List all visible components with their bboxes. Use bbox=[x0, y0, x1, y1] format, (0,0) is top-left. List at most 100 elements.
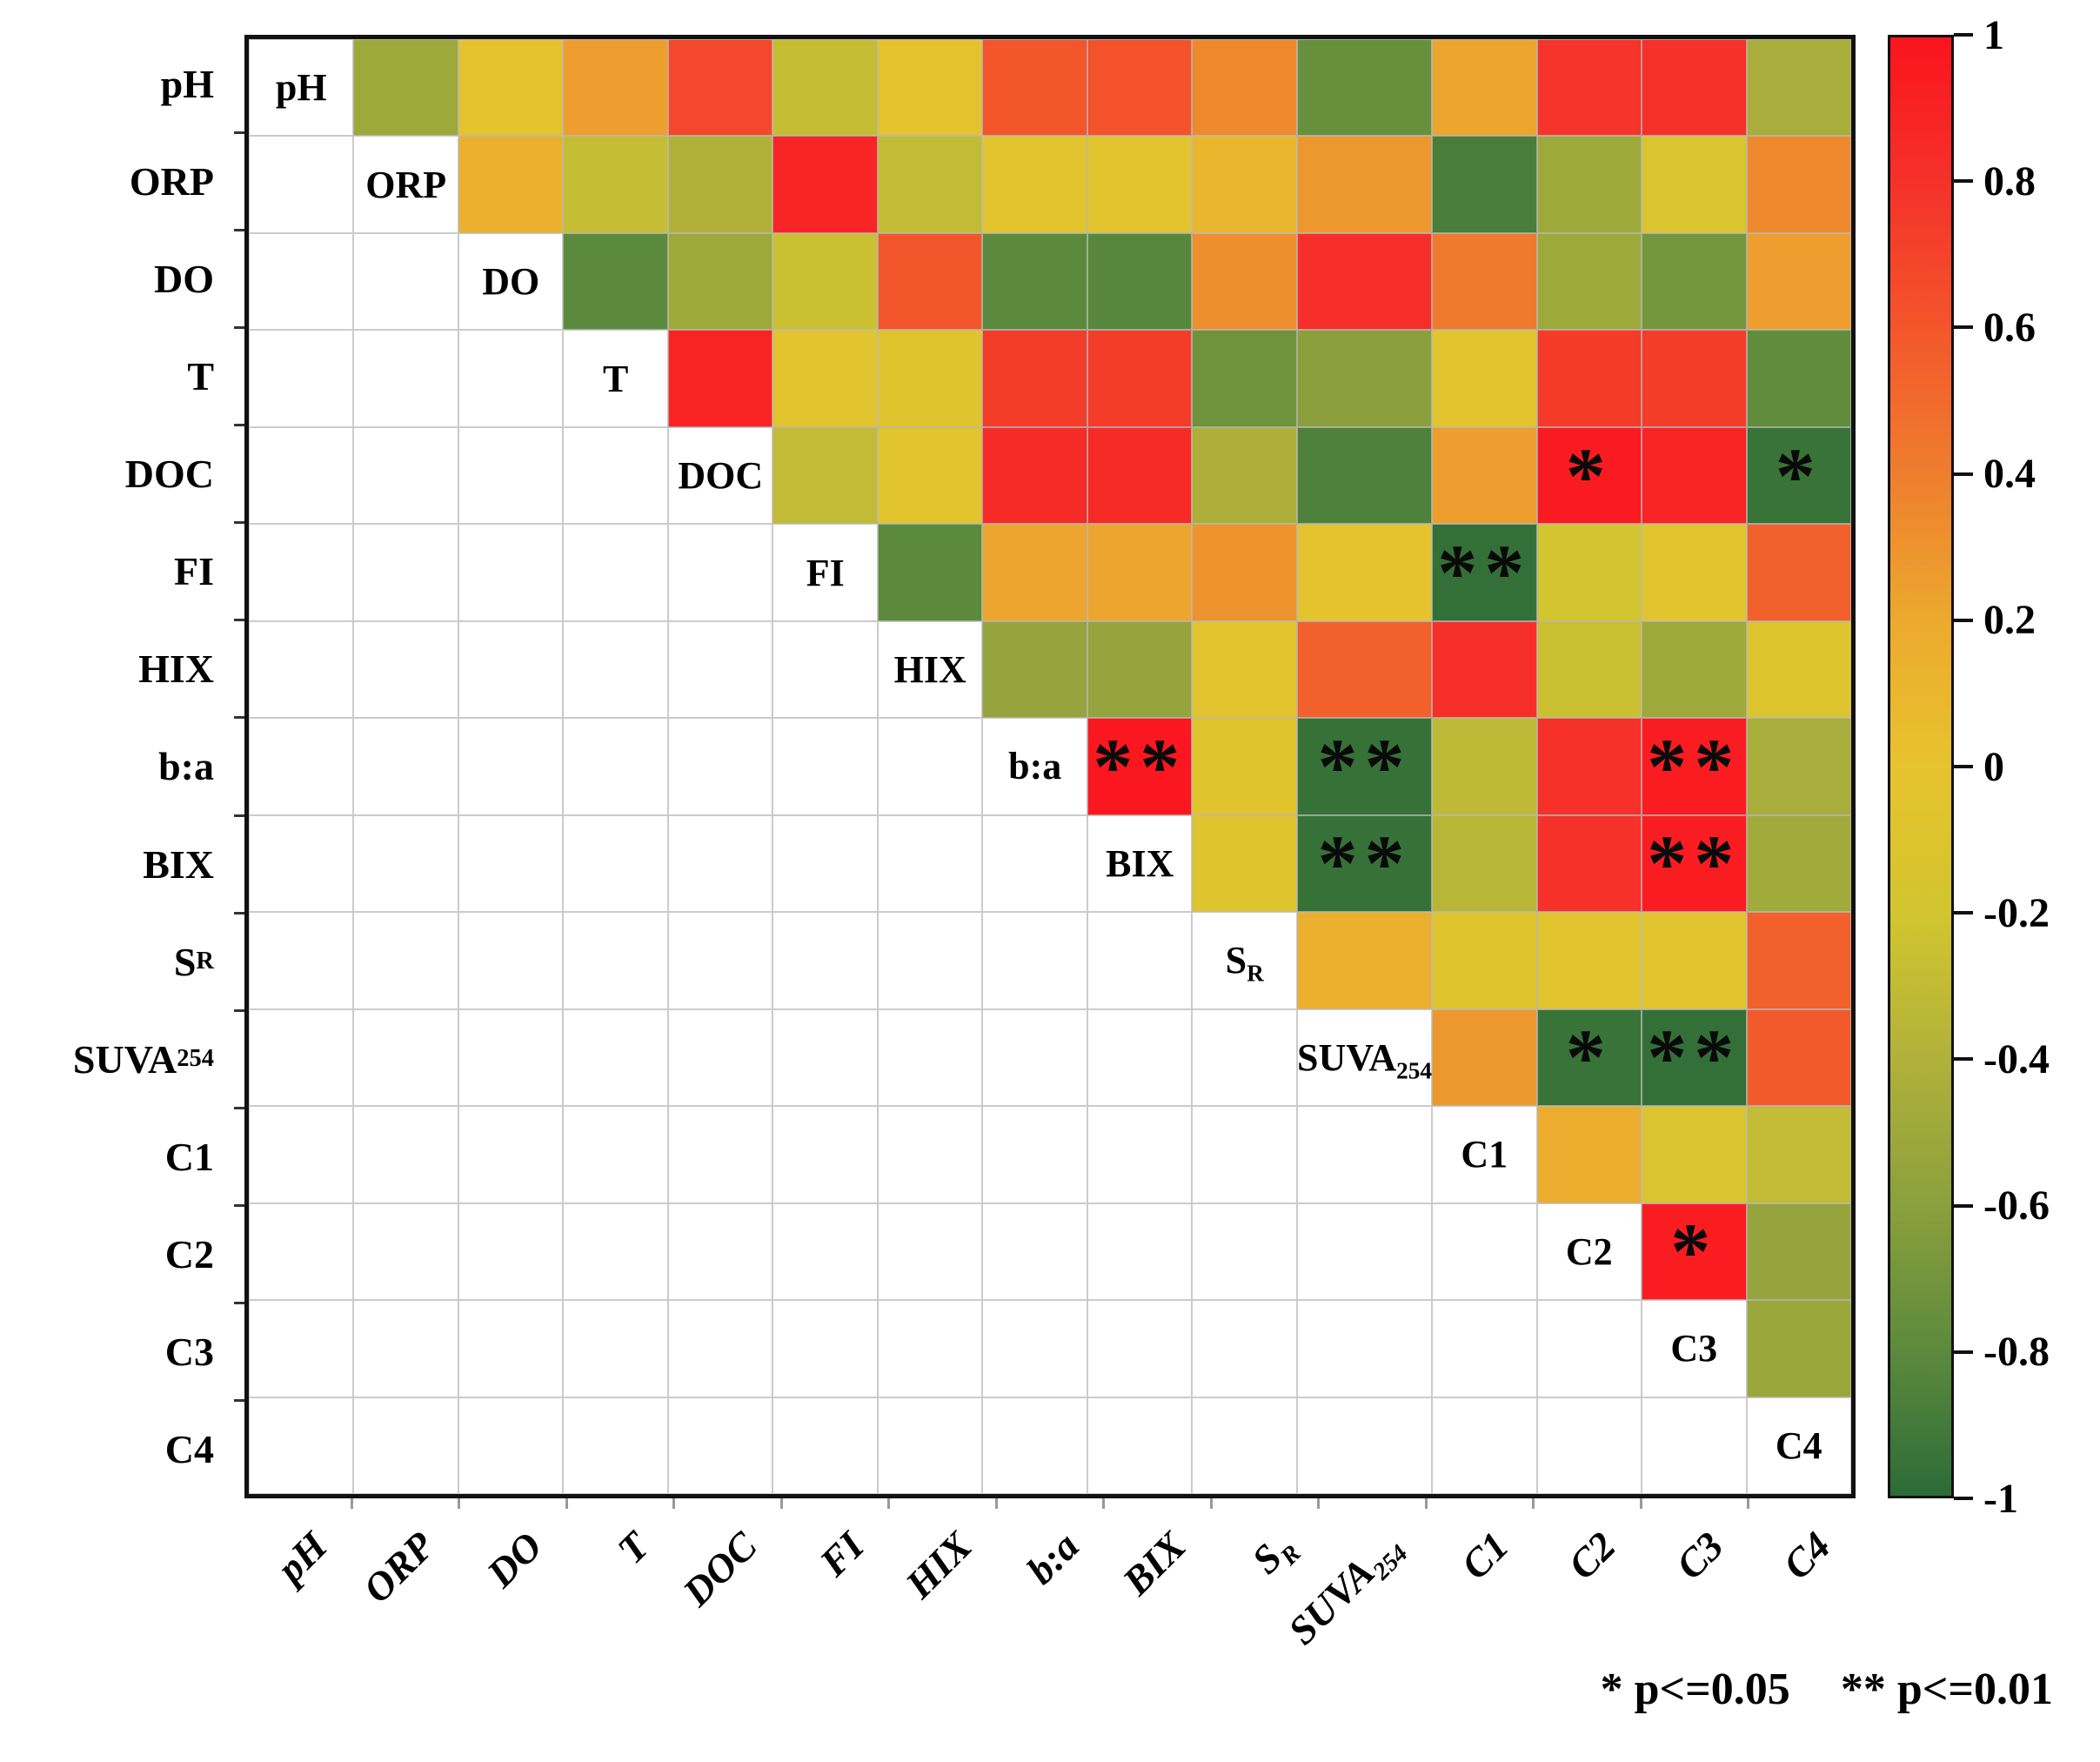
empty-cell bbox=[878, 1009, 982, 1106]
matrix-cell bbox=[877, 330, 983, 427]
empty-cell bbox=[1192, 1397, 1297, 1494]
empty-cell bbox=[563, 1009, 668, 1106]
matrix-cell bbox=[1432, 426, 1537, 525]
colorbar bbox=[1888, 35, 1954, 1498]
matrix-cell bbox=[1432, 718, 1537, 815]
colorbar-tick-label: -0.2 bbox=[1983, 889, 2050, 936]
matrix-cell bbox=[1536, 814, 1642, 913]
matrix-cell: * bbox=[1746, 426, 1851, 525]
matrix-cell bbox=[1192, 620, 1297, 719]
empty-cell bbox=[458, 1009, 564, 1106]
diagonal-label-cell: T bbox=[563, 330, 668, 427]
colorbar-tick bbox=[1954, 1350, 1973, 1354]
y-tick-label: pH bbox=[160, 61, 214, 106]
colorbar-tick-label: 0.2 bbox=[1983, 597, 2036, 644]
matrix-cell bbox=[1746, 1300, 1851, 1397]
empty-cell bbox=[563, 718, 668, 814]
diagonal-label-cell: BIX bbox=[1087, 814, 1193, 913]
matrix-cell bbox=[982, 330, 1087, 427]
empty-cell bbox=[668, 1300, 773, 1397]
empty-cell bbox=[458, 815, 564, 912]
matrix-cell bbox=[1192, 814, 1297, 913]
colorbar-tick bbox=[1954, 618, 1973, 622]
y-tick-label: BIX bbox=[143, 841, 214, 887]
empty-cell bbox=[772, 718, 878, 814]
matrix-cell bbox=[1192, 330, 1297, 427]
empty-cell bbox=[353, 718, 458, 814]
variable-label: SR bbox=[1225, 939, 1264, 987]
matrix-cell bbox=[1296, 524, 1432, 621]
matrix-cell bbox=[667, 136, 773, 233]
empty-cell bbox=[1192, 1009, 1297, 1106]
matrix-cell bbox=[1432, 136, 1537, 233]
matrix-cell bbox=[563, 39, 668, 137]
matrix-cell bbox=[667, 39, 773, 137]
matrix-cell bbox=[772, 136, 878, 233]
empty-cell bbox=[353, 912, 458, 1008]
empty-cell bbox=[982, 1106, 1087, 1203]
y-axis-tick bbox=[234, 1204, 244, 1208]
empty-cell bbox=[249, 1300, 353, 1397]
matrix-cell: ** bbox=[1642, 1008, 1747, 1107]
correlation-matrix: pH ORP DO T DOC * * FI ** HIX b:a ** ** ** BIX ** ** SR SU… bbox=[244, 35, 1856, 1498]
matrix-cell bbox=[1192, 136, 1297, 233]
variable-label: DO bbox=[482, 260, 540, 304]
colorbar-tick-label: 1 bbox=[1983, 11, 2004, 58]
empty-cell bbox=[1087, 1106, 1193, 1203]
y-axis-tick bbox=[234, 1399, 244, 1403]
colorbar-tick-label: -0.8 bbox=[1983, 1329, 2050, 1376]
variable-label: BIX bbox=[1106, 841, 1174, 885]
diagonal-label-cell: C2 bbox=[1536, 1203, 1642, 1301]
x-axis-tick bbox=[1747, 1498, 1750, 1509]
empty-cell bbox=[668, 1106, 773, 1203]
matrix-cell bbox=[1432, 330, 1537, 427]
empty-cell bbox=[458, 330, 564, 426]
matrix-cell bbox=[1432, 620, 1537, 719]
empty-cell bbox=[772, 1106, 878, 1203]
empty-cell bbox=[982, 1300, 1087, 1397]
matrix-cell bbox=[1536, 718, 1642, 815]
matrix-cell bbox=[1746, 1106, 1851, 1203]
matrix-cell bbox=[1087, 330, 1193, 427]
empty-cell bbox=[353, 621, 458, 718]
empty-cell bbox=[668, 1397, 773, 1494]
matrix-cell bbox=[1536, 232, 1642, 331]
empty-cell bbox=[249, 330, 353, 426]
matrix-cell bbox=[1642, 136, 1747, 233]
matrix-cell bbox=[1192, 232, 1297, 331]
colorbar-tick-label: 0.4 bbox=[1983, 451, 2036, 498]
empty-cell bbox=[249, 815, 353, 912]
empty-cell bbox=[563, 427, 668, 524]
empty-cell bbox=[668, 524, 773, 620]
colorbar-tick-label: -0.6 bbox=[1983, 1182, 2050, 1229]
empty-cell bbox=[353, 427, 458, 524]
empty-cell bbox=[668, 621, 773, 718]
y-axis-tick bbox=[234, 1302, 244, 1305]
empty-cell bbox=[563, 815, 668, 912]
empty-cell bbox=[563, 1106, 668, 1203]
matrix-cell bbox=[1746, 1008, 1851, 1107]
matrix-cell bbox=[1642, 1106, 1747, 1203]
empty-cell bbox=[878, 815, 982, 912]
x-axis-tick bbox=[1102, 1498, 1106, 1509]
matrix-cell bbox=[877, 426, 983, 525]
y-tick-label: ORP bbox=[129, 158, 214, 204]
matrix-cell bbox=[1746, 524, 1851, 621]
empty-cell bbox=[249, 1009, 353, 1106]
empty-cell bbox=[458, 427, 564, 524]
matrix-cell: * bbox=[1536, 426, 1642, 525]
empty-cell bbox=[249, 718, 353, 814]
empty-cell bbox=[772, 912, 878, 1008]
variable-label: b:a bbox=[1008, 745, 1062, 788]
empty-cell bbox=[353, 1009, 458, 1106]
empty-cell bbox=[563, 621, 668, 718]
y-axis-tick bbox=[234, 716, 244, 720]
diagonal-label-cell: C3 bbox=[1642, 1300, 1747, 1397]
matrix-cell bbox=[1746, 1203, 1851, 1301]
x-axis-tick bbox=[1532, 1498, 1535, 1509]
matrix-cell: * bbox=[1642, 1203, 1747, 1301]
empty-cell bbox=[353, 524, 458, 620]
matrix-cell bbox=[1746, 912, 1851, 1009]
matrix-cell bbox=[353, 39, 458, 137]
